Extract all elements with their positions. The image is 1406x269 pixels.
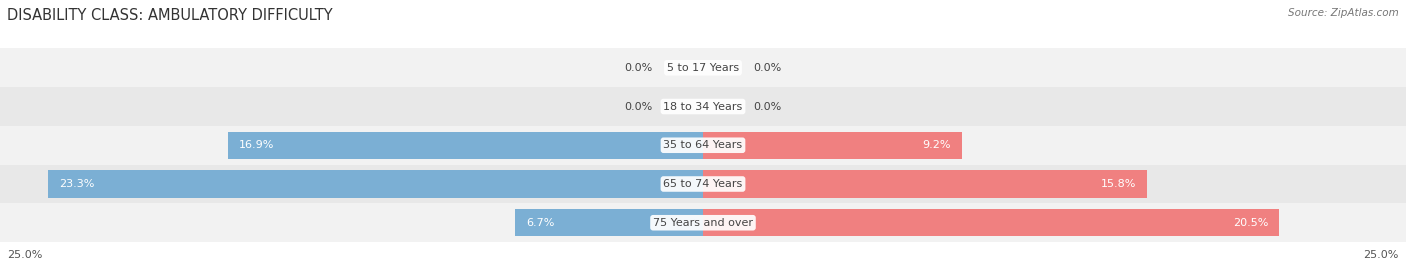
Text: 16.9%: 16.9%: [239, 140, 274, 150]
Bar: [703, 171, 1147, 197]
Bar: [0, 203, 1406, 242]
Bar: [515, 209, 703, 236]
Bar: [703, 209, 1279, 236]
Text: Source: ZipAtlas.com: Source: ZipAtlas.com: [1288, 8, 1399, 18]
Text: 15.8%: 15.8%: [1101, 179, 1136, 189]
Bar: [0, 165, 1406, 203]
Text: 65 to 74 Years: 65 to 74 Years: [664, 179, 742, 189]
Text: 20.5%: 20.5%: [1233, 218, 1268, 228]
Bar: [0, 48, 1406, 87]
Text: 75 Years and over: 75 Years and over: [652, 218, 754, 228]
Text: 0.0%: 0.0%: [624, 101, 652, 112]
Bar: [48, 171, 703, 197]
Bar: [0, 126, 1406, 165]
Text: 6.7%: 6.7%: [526, 218, 554, 228]
Text: DISABILITY CLASS: AMBULATORY DIFFICULTY: DISABILITY CLASS: AMBULATORY DIFFICULTY: [7, 8, 333, 23]
Bar: [228, 132, 703, 159]
Text: 23.3%: 23.3%: [59, 179, 94, 189]
Text: 5 to 17 Years: 5 to 17 Years: [666, 63, 740, 73]
Text: 18 to 34 Years: 18 to 34 Years: [664, 101, 742, 112]
Bar: [703, 132, 962, 159]
Text: 25.0%: 25.0%: [1364, 250, 1399, 260]
Text: 9.2%: 9.2%: [922, 140, 950, 150]
Text: 0.0%: 0.0%: [754, 63, 782, 73]
Text: 0.0%: 0.0%: [624, 63, 652, 73]
Bar: [0, 87, 1406, 126]
Text: 35 to 64 Years: 35 to 64 Years: [664, 140, 742, 150]
Text: 25.0%: 25.0%: [7, 250, 42, 260]
Text: 0.0%: 0.0%: [754, 101, 782, 112]
